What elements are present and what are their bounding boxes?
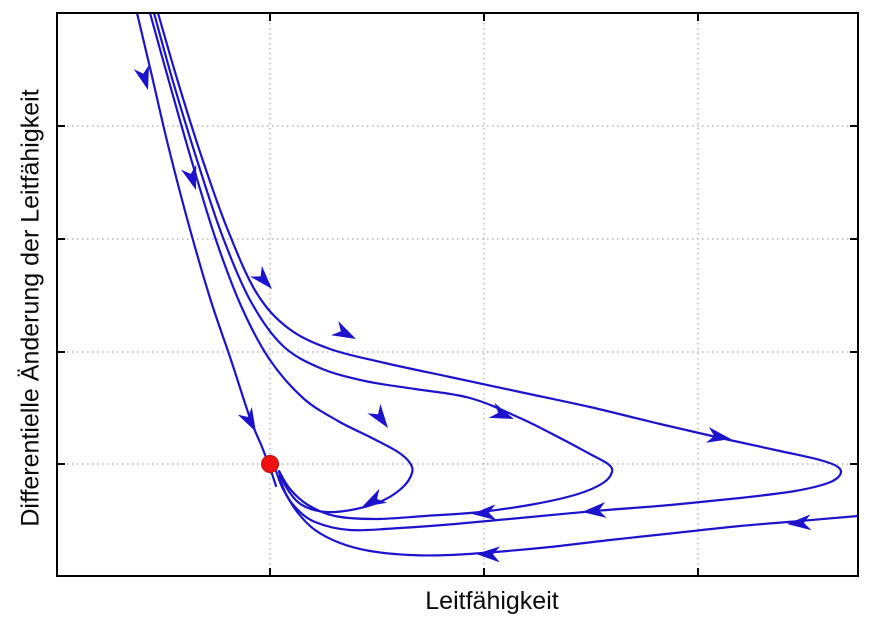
flow-arrowhead xyxy=(249,265,272,289)
flow-arrowhead xyxy=(362,488,387,507)
trajectory-1 xyxy=(135,11,278,488)
flow-arrowhead xyxy=(180,164,197,190)
trajectory-4 xyxy=(156,11,843,532)
flow-arrowhead xyxy=(472,504,497,521)
x-axis-label: Leitfähigkeit xyxy=(425,587,559,615)
fixed-point-marker xyxy=(261,455,279,473)
plot-frame xyxy=(56,12,859,577)
trajectory-5 xyxy=(277,474,860,557)
flow-arrowhead xyxy=(330,320,356,339)
trajectory-2 xyxy=(148,11,414,514)
flow-arrowhead xyxy=(787,514,812,531)
flow-arrowhead xyxy=(133,64,150,90)
flow-arrowhead xyxy=(237,407,256,432)
flow-arrowhead xyxy=(367,403,388,428)
flow-arrowhead xyxy=(705,426,731,443)
y-axis-label: Differentielle Änderung der Leitfähigkei… xyxy=(16,89,45,527)
flow-arrowhead xyxy=(488,402,514,419)
flow-arrowhead xyxy=(582,501,607,518)
trajectory-3 xyxy=(152,11,614,521)
flow-arrowhead xyxy=(476,546,501,563)
